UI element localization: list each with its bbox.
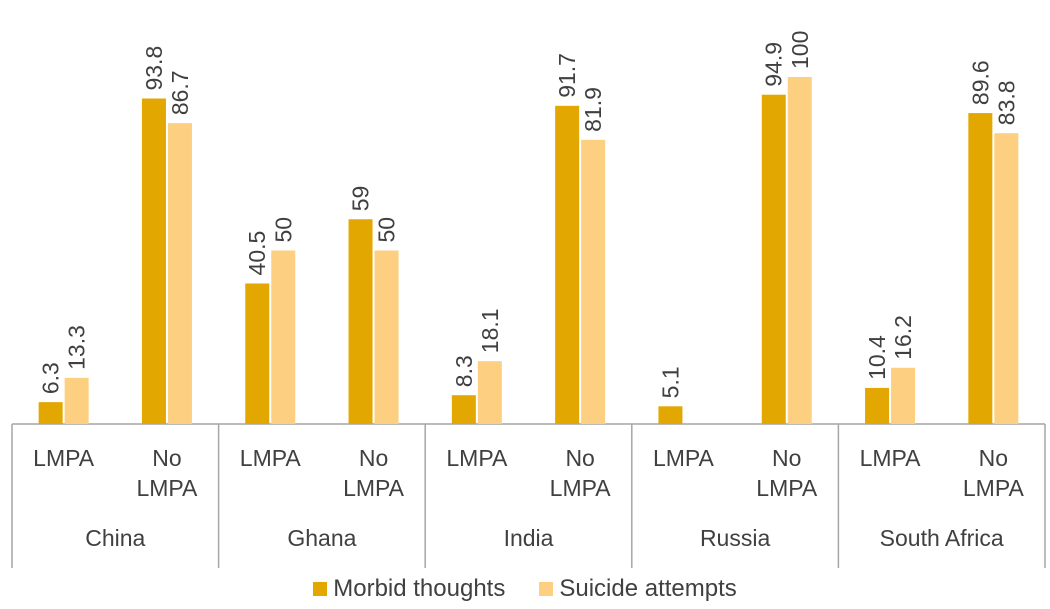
category-label: No LMPA: [343, 445, 405, 501]
category-label: LMPA: [240, 445, 302, 471]
country-label: India: [504, 525, 554, 551]
data-label: 8.3: [451, 355, 477, 387]
country-label: Ghana: [287, 525, 356, 551]
data-label: 50: [270, 217, 296, 243]
bar-morbid-thoughts: [761, 94, 786, 425]
bar-suicide-attempts: [167, 123, 192, 424]
data-label: 91.7: [554, 53, 580, 98]
bar-morbid-thoughts: [141, 98, 166, 424]
bar-morbid-thoughts: [555, 105, 580, 425]
country-label: China: [85, 525, 145, 551]
bar-morbid-thoughts: [451, 395, 476, 424]
data-label: 59: [348, 186, 374, 212]
bar-morbid-thoughts: [865, 387, 890, 424]
legend-item-morbid-thoughts: Morbid thoughts: [313, 575, 505, 603]
bar-suicide-attempts: [271, 250, 296, 424]
data-label: 50: [374, 217, 400, 243]
category-label: LMPA: [33, 445, 95, 471]
category-label: LMPA: [653, 445, 715, 471]
data-label: 16.2: [890, 315, 916, 360]
legend: Morbid thoughts Suicide attempts: [0, 574, 1050, 604]
data-label: 86.7: [167, 70, 193, 115]
bar-suicide-attempts: [64, 377, 89, 424]
bar-suicide-attempts: [374, 250, 399, 424]
category-label: No LMPA: [550, 445, 612, 501]
data-label: 94.9: [761, 42, 787, 87]
category-label: No LMPA: [756, 445, 818, 501]
country-label: South Africa: [880, 525, 1004, 551]
bar-suicide-attempts: [891, 367, 916, 424]
data-label: 6.3: [38, 362, 64, 394]
legend-swatch-morbid-thoughts: [313, 582, 328, 596]
bar-suicide-attempts: [477, 361, 502, 424]
legend-swatch-suicide-attempts: [539, 582, 554, 596]
data-label: 81.9: [580, 87, 606, 132]
data-label: 100: [787, 31, 813, 69]
data-label: 18.1: [477, 308, 503, 353]
data-label: 5.1: [657, 366, 683, 398]
legend-label-suicide-attempts: Suicide attempts: [559, 575, 737, 602]
category-label: LMPA: [446, 445, 508, 471]
category-label: LMPA: [860, 445, 922, 471]
legend-label-morbid-thoughts: Morbid thoughts: [333, 575, 506, 602]
bar-suicide-attempts: [787, 77, 812, 424]
bar-morbid-thoughts: [38, 402, 63, 424]
bar-suicide-attempts: [581, 139, 606, 424]
data-label: 10.4: [864, 335, 890, 380]
bar-morbid-thoughts: [658, 406, 683, 424]
bar-suicide-attempts: [994, 133, 1019, 425]
legend-item-suicide-attempts: Suicide attempts: [539, 575, 737, 603]
country-label: Russia: [700, 525, 771, 551]
category-label: No LMPA: [963, 445, 1025, 501]
bar-morbid-thoughts: [968, 113, 993, 424]
bar-morbid-thoughts: [348, 219, 373, 424]
data-label: 83.8: [993, 80, 1019, 125]
data-label: 13.3: [64, 325, 90, 370]
category-label: No LMPA: [136, 445, 198, 501]
data-label: 89.6: [967, 60, 993, 105]
data-label: 40.5: [244, 231, 270, 276]
data-label: 93.8: [141, 46, 167, 91]
bar-morbid-thoughts: [245, 283, 270, 424]
